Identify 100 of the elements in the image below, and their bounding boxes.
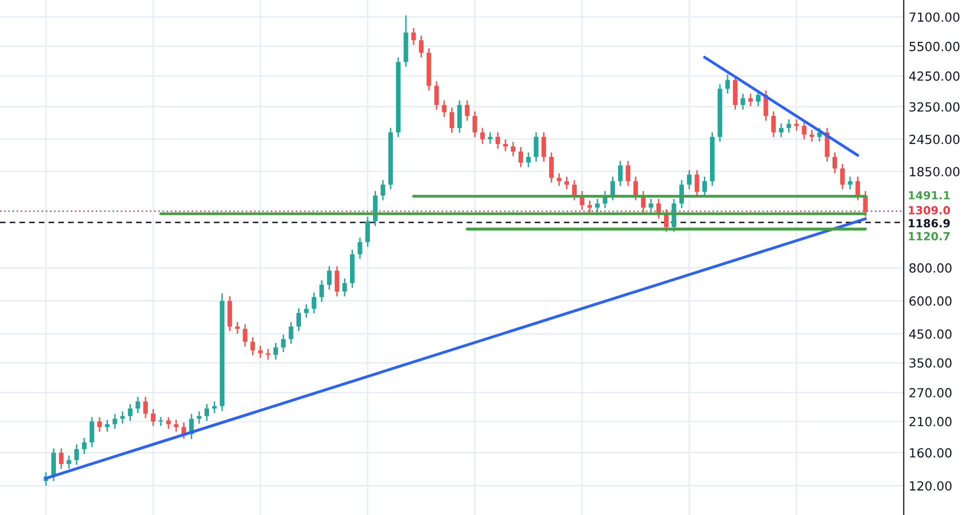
- candlestick: [166, 416, 171, 430]
- candlestick: [633, 176, 638, 201]
- candlestick: [496, 132, 500, 150]
- y-tick-label: 120.00: [910, 481, 952, 491]
- candlestick: [686, 169, 692, 190]
- candlestick: [82, 437, 87, 455]
- candlestick: [450, 106, 454, 134]
- candlestick: [694, 169, 700, 198]
- candlestick: [464, 100, 470, 122]
- candlestick: [334, 266, 340, 298]
- candlestick: [672, 198, 676, 233]
- candlestick: [457, 100, 462, 134]
- candlestick: [534, 132, 538, 162]
- candlestick: [832, 152, 838, 174]
- candlestick: [266, 348, 270, 360]
- candlestick: [273, 342, 278, 360]
- y-tick-label: 270.00: [910, 388, 952, 398]
- candlestick: [595, 198, 600, 214]
- candlestick: [150, 408, 156, 427]
- candlestick: [235, 321, 240, 334]
- candlestick: [786, 118, 792, 134]
- y-tick-label: 4250.00: [909, 71, 960, 81]
- candlestick: [365, 216, 370, 248]
- ref-line-label: 1309.0: [908, 206, 950, 214]
- candlestick: [288, 321, 294, 344]
- candlestick: [702, 176, 707, 198]
- candlestick: [250, 336, 256, 356]
- candlestick: [442, 100, 446, 118]
- candlestick: [802, 120, 806, 140]
- candlestick: [104, 419, 110, 432]
- candlestick: [158, 416, 164, 427]
- candlestick: [526, 152, 531, 168]
- candlestick: [434, 80, 439, 110]
- candlestick: [549, 152, 554, 184]
- candlestick: [472, 110, 478, 138]
- candlestick: [480, 127, 485, 145]
- candlestick: [518, 146, 524, 168]
- candlestick: [304, 304, 309, 318]
- text: 1120.7: [908, 232, 950, 240]
- candlestick: [143, 396, 148, 419]
- candlestick: [855, 176, 860, 201]
- candlestick: [258, 345, 263, 359]
- candlestick: [212, 400, 217, 414]
- candlestick: [418, 35, 424, 58]
- candlestick: [725, 74, 730, 94]
- candlestick: [778, 122, 784, 138]
- candlestick: [174, 419, 178, 432]
- candlestick: [358, 236, 362, 260]
- candlestick: [327, 266, 332, 290]
- y-tick-label: 800.00: [909, 263, 952, 273]
- candlestick: [572, 179, 577, 201]
- candlestick: [136, 396, 140, 414]
- candlestick: [128, 403, 132, 422]
- candlestick: [748, 93, 753, 107]
- candlestick: [794, 118, 799, 132]
- y-tick-label: 160.00: [910, 448, 952, 458]
- candlestick: [564, 176, 570, 190]
- candlestick: [626, 160, 630, 187]
- candlestick: [817, 127, 822, 142]
- candlestick: [242, 324, 248, 348]
- y-tick-label: 7100.00: [910, 12, 960, 22]
- y-tick-label: 3250.00: [910, 102, 960, 112]
- candlestick: [648, 198, 654, 214]
- y-tick-label: 2450.00: [910, 134, 960, 144]
- candlestick: [740, 93, 746, 110]
- candlestick: [618, 160, 623, 187]
- y-tick-label: 1850.00: [910, 166, 960, 176]
- candlestick: [840, 163, 845, 190]
- candlestick: [66, 454, 72, 470]
- candlestick: [74, 444, 79, 466]
- candlestick: [771, 110, 776, 138]
- candlestick: [810, 129, 814, 142]
- y-tick-label: 350.00: [910, 358, 952, 368]
- candlestick: [97, 416, 102, 432]
- candlestick: [296, 308, 301, 332]
- candlestick: [510, 141, 516, 157]
- candlestick: [411, 27, 416, 46]
- y-tick-label: 210.00: [910, 416, 952, 426]
- candlestick: [196, 410, 202, 424]
- candlestick: [503, 138, 508, 152]
- candlestick: [281, 334, 286, 353]
- ref-line-label: 1186.9: [908, 219, 950, 228]
- candlestick: [51, 448, 56, 482]
- candlestick: [541, 132, 546, 162]
- candlestick: [610, 176, 615, 201]
- candlestick: [204, 403, 210, 422]
- y-tick-label: 600.00: [909, 296, 952, 306]
- candlestick: [342, 278, 347, 298]
- candlestick: [380, 179, 386, 201]
- y-tick-label: 450.00: [909, 329, 952, 339]
- candlestick: [319, 280, 324, 302]
- candlestick: [90, 416, 94, 448]
- text: 1491.1: [908, 191, 950, 200]
- candlestick: [58, 448, 64, 470]
- candlestick: [312, 292, 316, 314]
- candlestick: [112, 413, 118, 430]
- candlestick: [848, 176, 852, 190]
- y-tick-label: 5500.00: [910, 42, 960, 52]
- candlestick: [120, 410, 125, 424]
- candlestick: [587, 200, 592, 214]
